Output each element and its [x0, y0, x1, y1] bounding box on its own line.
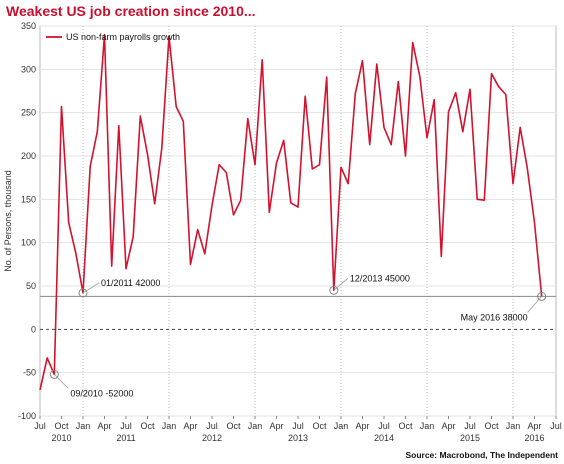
- x-tick-label: Jul: [378, 421, 390, 431]
- annotation-marker: [78, 288, 88, 298]
- x-year-label: 2012: [202, 433, 222, 443]
- x-tick-label: Jan: [420, 421, 435, 431]
- x-tick-label: Jul: [292, 421, 304, 431]
- y-tick-label: 250: [21, 108, 36, 118]
- x-tick-label: Jul: [34, 421, 46, 431]
- y-tick-label: 200: [21, 151, 36, 161]
- y-tick-label: 300: [21, 64, 36, 74]
- x-year-label: 2016: [524, 433, 544, 443]
- x-year-label: 2014: [374, 433, 394, 443]
- legend: US non-farm payrolls growth: [46, 32, 180, 42]
- annotation-label: May 2016 38000: [461, 312, 528, 322]
- annotation-leader: [527, 296, 542, 313]
- x-tick-label: Apr: [441, 421, 455, 431]
- x-tick-label: Apr: [183, 421, 197, 431]
- y-tick-label: -100: [18, 411, 36, 421]
- reference-lines: [40, 295, 556, 330]
- y-tick-label: 150: [21, 194, 36, 204]
- annotation-label: 01/2011 42000: [101, 278, 160, 288]
- x-tick-label: Jul: [464, 421, 476, 431]
- y-tick-label: 0: [31, 324, 36, 334]
- annotation-leader: [82, 282, 100, 294]
- grid: [40, 25, 556, 417]
- annotation-marker: [537, 291, 547, 301]
- series-layer: [39, 33, 543, 391]
- x-tick-label: Jul: [550, 421, 562, 431]
- legend-label: US non-farm payrolls growth: [66, 32, 180, 42]
- x-tick-label: Jan: [162, 421, 177, 431]
- y-tick-label: 50: [26, 281, 36, 291]
- annotation-marker: [329, 285, 339, 295]
- x-tick-label: Jul: [206, 421, 218, 431]
- chart-title: Weakest US job creation since 2010...: [6, 3, 256, 19]
- x-tick-label: Oct: [484, 421, 499, 431]
- annotation-label: 12/2013 45000: [350, 273, 410, 283]
- plot-area-frame: [39, 25, 557, 417]
- x-tick-label: Apr: [269, 421, 283, 431]
- annotations: 09/2010 -52000 01/2011 42000 12/2013 45000…: [49, 273, 547, 398]
- x-tick-label: Apr: [527, 421, 541, 431]
- y-tick-label: 350: [21, 21, 36, 31]
- y-axis-label: No. of Persons, thousand: [3, 170, 13, 272]
- x-tick-label: Jan: [248, 421, 263, 431]
- x-year-label: 2015: [460, 433, 480, 443]
- axes: -100 -50 0 50 100 150 200 250 300 350 Jul Oct Jan Apr…: [18, 21, 562, 443]
- x-tick-label: Jan: [506, 421, 521, 431]
- source-note: Source: Macrobond, The Independent: [405, 450, 558, 460]
- annotation-leader: [333, 278, 349, 291]
- x-tick-label: Jul: [120, 421, 132, 431]
- x-tick-label: Oct: [312, 421, 327, 431]
- y-tick-label: -50: [23, 368, 36, 378]
- x-tick-label: Apr: [97, 421, 111, 431]
- annotation-marker: [49, 369, 59, 379]
- x-year-label: 2010: [51, 433, 71, 443]
- x-year-label: 2011: [116, 433, 135, 443]
- series-line: [39, 33, 543, 391]
- annotation-leader: [54, 374, 69, 389]
- y-tick-label: 100: [21, 238, 36, 248]
- x-tick-label: Apr: [355, 421, 369, 431]
- annotation-label: 09/2010 -52000: [70, 388, 133, 398]
- x-tick-label: Jan: [334, 421, 349, 431]
- x-tick-label: Oct: [140, 421, 155, 431]
- x-tick-label: Oct: [398, 421, 413, 431]
- x-tick-label: Oct: [226, 421, 241, 431]
- x-tick-label: Jan: [76, 421, 91, 431]
- x-year-label: 2013: [288, 433, 308, 443]
- x-tick-label: Oct: [54, 421, 69, 431]
